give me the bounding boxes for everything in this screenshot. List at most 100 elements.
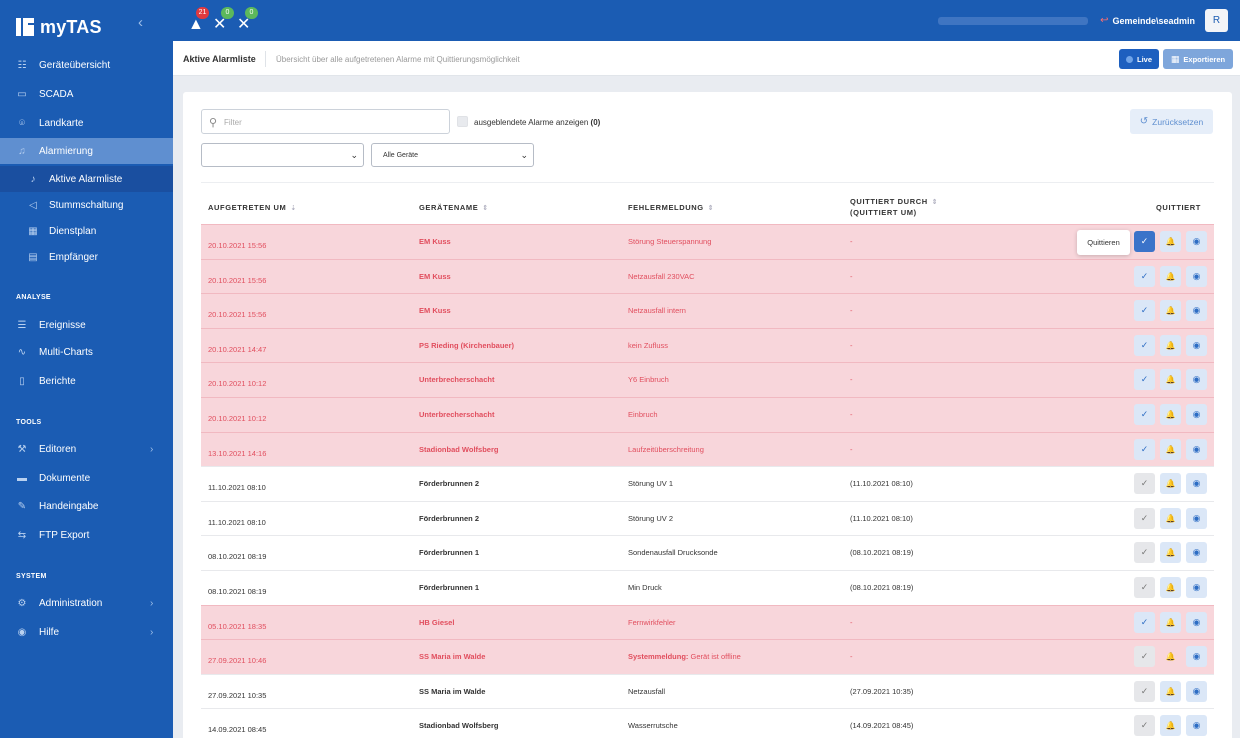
mute-bell-button[interactable]: 🔔 xyxy=(1160,473,1181,495)
hide-eye-button[interactable]: ◉ xyxy=(1186,265,1207,287)
sidebar-item-berichte[interactable]: ▯ Berichte xyxy=(0,368,173,394)
time-cell: 13.10.2021 14:16 xyxy=(208,448,267,458)
header-ack-by-label: QUITTIERT DURCH xyxy=(850,197,928,206)
hide-eye-button[interactable]: ◉ xyxy=(1186,507,1207,529)
gear-icon: ⚙ xyxy=(17,597,27,609)
sidebar-item-multi-charts[interactable]: ∿ Multi-Charts xyxy=(0,339,173,365)
sidebar-item-handeingabe[interactable]: ✎ Handeingabe xyxy=(0,493,173,519)
sidebar-item-geräteübersicht[interactable]: ☷ Geräteübersicht xyxy=(0,52,173,78)
mute-bell-button[interactable]: 🔔 xyxy=(1160,403,1181,425)
mute-bell-button[interactable]: 🔔 xyxy=(1160,715,1181,737)
filter-field[interactable]: ⚲ xyxy=(201,109,450,134)
hide-eye-button[interactable]: ◉ xyxy=(1186,473,1207,495)
hide-eye-button[interactable]: ◉ xyxy=(1186,334,1207,356)
mute-bell-button[interactable]: 🔔 xyxy=(1160,438,1181,460)
mute-bell-button[interactable]: 🔔 xyxy=(1160,611,1181,633)
logout-icon[interactable]: ↩ xyxy=(1100,15,1109,26)
mute-bell-button[interactable]: 🔔 xyxy=(1160,334,1181,356)
acknowledge-button[interactable]: ✓ xyxy=(1134,507,1155,529)
reset-button[interactable]: ↺ Zurücksetzen xyxy=(1130,109,1213,134)
acknowledge-button[interactable]: ✓ xyxy=(1134,265,1155,287)
filter-input[interactable] xyxy=(224,114,444,130)
sidebar-item-aktive-alarmliste[interactable]: ♪ Aktive Alarmliste xyxy=(0,166,173,192)
mute-bell-button[interactable]: 🔔 xyxy=(1160,576,1181,598)
error-text: Sondenausfall Drucksonde xyxy=(628,548,718,558)
hide-eye-button[interactable]: ◉ xyxy=(1186,576,1207,598)
header-time[interactable]: AUFGETRETEN UM ⇣ xyxy=(208,203,297,214)
bell-icon: 🔔 xyxy=(1165,479,1176,489)
eye-icon: ◉ xyxy=(1192,374,1201,385)
sidebar-item-ftp-export[interactable]: ⇆ FTP Export xyxy=(0,522,173,548)
sidebar-item-dienstplan[interactable]: ▦ Dienstplan xyxy=(0,218,173,244)
time-cell: 20.10.2021 10:12 xyxy=(208,413,267,423)
sidebar-item-scada[interactable]: ▭ SCADA xyxy=(0,81,173,107)
hide-eye-button[interactable]: ◉ xyxy=(1186,715,1207,737)
acknowledge-button[interactable]: ✓ xyxy=(1134,680,1155,702)
hide-eye-button[interactable]: ◉ xyxy=(1186,646,1207,668)
mute-bell-button[interactable]: 🔔 xyxy=(1160,680,1181,702)
acknowledge-button[interactable]: ✓ xyxy=(1134,334,1155,356)
sort-desc-icon: ⇣ xyxy=(290,205,297,212)
sidebar-item-dokumente[interactable]: ▬ Dokumente xyxy=(0,465,173,491)
acknowledge-button[interactable]: ✓ xyxy=(1134,715,1155,737)
warning-icon[interactable]: ▲ 21 xyxy=(187,7,209,33)
check-icon: ✓ xyxy=(1140,720,1149,731)
chevron-right-icon: › xyxy=(150,626,154,638)
time-cell: 05.10.2021 18:35 xyxy=(208,621,267,631)
device-select[interactable]: Alle Geräte ⌄ xyxy=(371,143,534,167)
hide-eye-button[interactable]: ◉ xyxy=(1186,438,1207,460)
sidebar-item-alarmierung[interactable]: ♫ Alarmierung xyxy=(0,138,173,164)
sidebar-item-label: Dienstplan xyxy=(49,225,97,237)
sidebar-item-administration[interactable]: ⚙ Administration › xyxy=(0,590,173,616)
hide-eye-button[interactable]: ◉ xyxy=(1186,542,1207,564)
sidebar-item-hilfe[interactable]: ◉ Hilfe › xyxy=(0,619,173,645)
acknowledge-button[interactable]: ✓ xyxy=(1134,231,1155,252)
error-text: Min Druck xyxy=(628,582,662,592)
mute-bell-button[interactable]: 🔔 xyxy=(1160,542,1181,564)
sidebar-item-empfänger[interactable]: ▤ Empfänger xyxy=(0,244,173,270)
acknowledge-button[interactable]: ✓ xyxy=(1134,369,1155,391)
mute-bell-button[interactable]: 🔔 xyxy=(1160,369,1181,391)
hide-eye-button[interactable]: ◉ xyxy=(1186,611,1207,633)
live-button[interactable]: Live xyxy=(1119,49,1159,69)
type-select[interactable]: ⌄ xyxy=(201,143,364,167)
mute-bell-button[interactable]: 🔔 xyxy=(1160,265,1181,287)
mute-bell-button[interactable]: 🔔 xyxy=(1160,507,1181,529)
sidebar-item-stummschaltung[interactable]: ◁ Stummschaltung xyxy=(0,192,173,218)
eye-icon: ◉ xyxy=(1192,616,1201,627)
acknowledge-button[interactable]: ✓ xyxy=(1134,403,1155,425)
mute-bell-button[interactable]: 🔔 xyxy=(1160,646,1181,667)
acknowledge-button[interactable]: ✓ xyxy=(1134,438,1155,460)
acknowledge-button[interactable]: ✓ xyxy=(1134,542,1155,564)
hide-eye-button[interactable]: ◉ xyxy=(1186,680,1207,702)
mute-bell-button[interactable]: 🔔 xyxy=(1160,231,1181,252)
acknowledge-button[interactable]: ✓ xyxy=(1134,300,1155,322)
show-hidden-checkbox[interactable] xyxy=(457,116,468,127)
header-device[interactable]: GERÄTENAME ⇕ xyxy=(419,203,489,214)
header-ack-by[interactable]: QUITTIERT DURCH ⇕ (QUITTIERT UM) xyxy=(850,197,938,218)
sidebar-item-editoren[interactable]: ⚒ Editoren › xyxy=(0,436,173,462)
user-menu[interactable]: ↩ Gemeinde\seadmin R xyxy=(938,9,1228,32)
hide-eye-button[interactable]: ◉ xyxy=(1186,300,1207,322)
hide-eye-button[interactable]: ◉ xyxy=(1186,369,1207,391)
acknowledge-button[interactable]: ✓ xyxy=(1134,646,1155,668)
header-error[interactable]: FEHLERMELDUNG ⇕ xyxy=(628,203,714,214)
error-cell: Einbruch xyxy=(628,410,658,419)
hide-eye-button[interactable]: ◉ xyxy=(1186,231,1207,252)
hide-eye-button[interactable]: ◉ xyxy=(1186,403,1207,425)
acknowledge-button[interactable]: ✓ xyxy=(1134,473,1155,495)
eye-icon: ◉ xyxy=(1192,339,1201,350)
satellite-off-icon[interactable]: ✕ 0 xyxy=(236,7,258,33)
bell-icon: 🔔 xyxy=(1165,237,1176,246)
bell-off-icon[interactable]: ✕ 0 xyxy=(212,7,234,33)
avatar[interactable]: R xyxy=(1205,9,1228,32)
logo[interactable]: myTAS xyxy=(16,17,102,37)
export-button[interactable]: ▦ Exportieren xyxy=(1163,49,1233,69)
collapse-sidebar-icon[interactable]: ‹ xyxy=(138,14,143,31)
sidebar-item-ereignisse[interactable]: ☰ Ereignisse xyxy=(0,312,173,338)
mute-bell-button[interactable]: 🔔 xyxy=(1160,300,1181,322)
sidebar-item-landkarte[interactable]: ⌾ Landkarte xyxy=(0,110,173,136)
acknowledge-button[interactable]: ✓ xyxy=(1134,611,1155,633)
bell-icon: ♫ xyxy=(18,145,26,157)
acknowledge-button[interactable]: ✓ xyxy=(1134,576,1155,598)
